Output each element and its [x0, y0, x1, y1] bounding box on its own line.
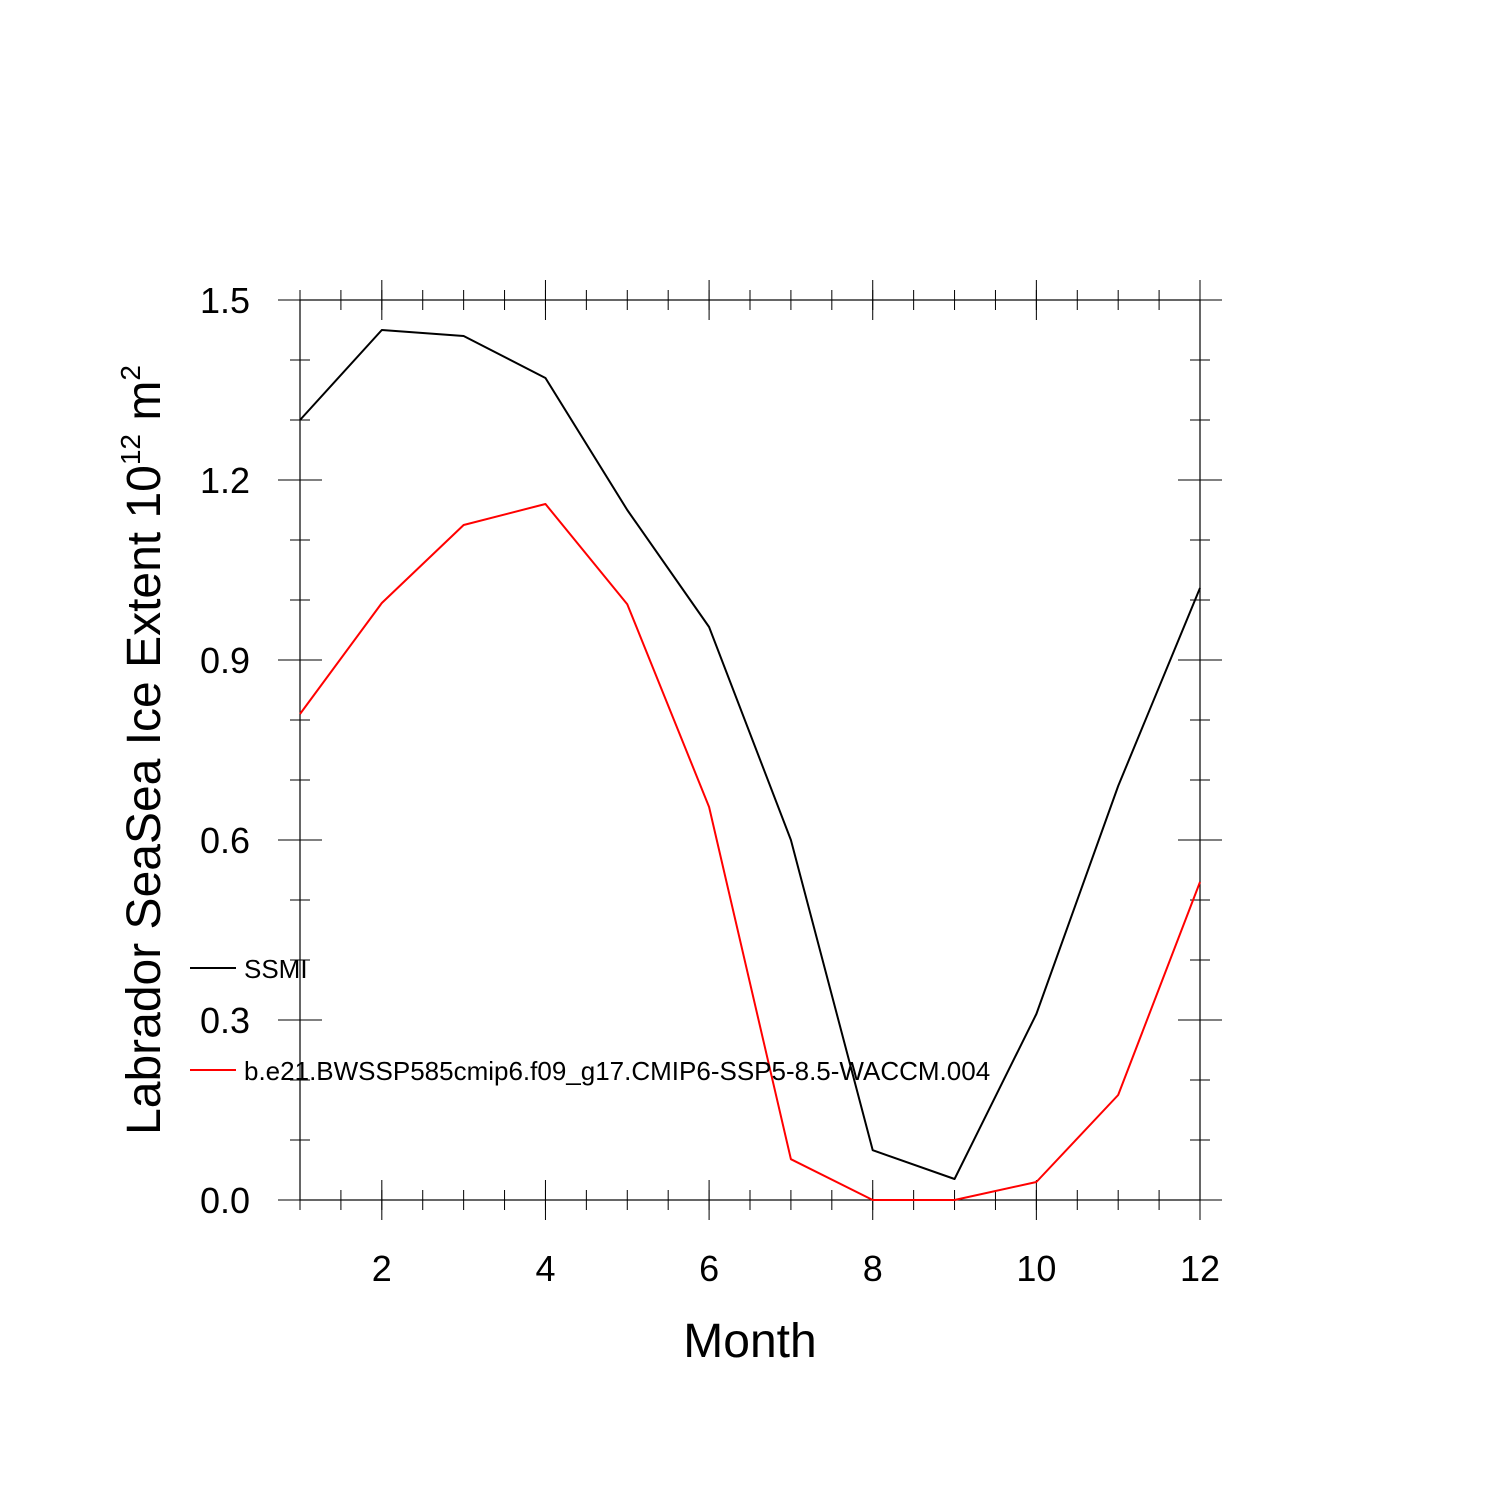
y-axis-title-unit-exponent: 2	[115, 365, 146, 381]
y-axis-title-main: Labrador SeaSea Ice Extent 10	[118, 465, 171, 1135]
y-tick-label: 0.0	[200, 1180, 250, 1221]
y-tick-label: 1.5	[200, 280, 250, 321]
tick-labels: 2 4 6 8 10 12 0.0 0.3 0.6 0.9 1.2 1.5	[200, 280, 1220, 1289]
y-tick-label: 0.3	[200, 1000, 250, 1041]
series-line-0	[299, 329, 1201, 1180]
plot-frame	[299, 299, 1201, 1201]
y-axis-title-unit: m	[118, 381, 171, 434]
legend: SSMI b.e21.BWSSP585cmip6.f09_g17.CMIP6-S…	[190, 954, 990, 1086]
legend-label-ssmi: SSMI	[244, 954, 308, 984]
x-tick-label: 6	[699, 1248, 719, 1289]
x-tick-label: 2	[372, 1248, 392, 1289]
y-axis-title: Labrador SeaSea Ice Extent 1012 m2	[115, 365, 171, 1135]
x-tick-label: 10	[1016, 1248, 1056, 1289]
series-lines	[299, 329, 1201, 1201]
x-tick-label: 4	[535, 1248, 555, 1289]
y-tick-label: 0.9	[200, 640, 250, 681]
y-tick-label: 1.2	[200, 460, 250, 501]
x-axis-title: Month	[683, 1315, 816, 1368]
y-tick-label: 0.6	[200, 820, 250, 861]
legend-label-waccm: b.e21.BWSSP585cmip6.f09_g17.CMIP6-SSP5-8…	[244, 1056, 990, 1086]
x-tick-label: 12	[1180, 1248, 1220, 1289]
y-axis-title-exponent: 12	[115, 434, 146, 465]
x-tick-label: 8	[863, 1248, 883, 1289]
series-line-1	[299, 503, 1201, 1201]
